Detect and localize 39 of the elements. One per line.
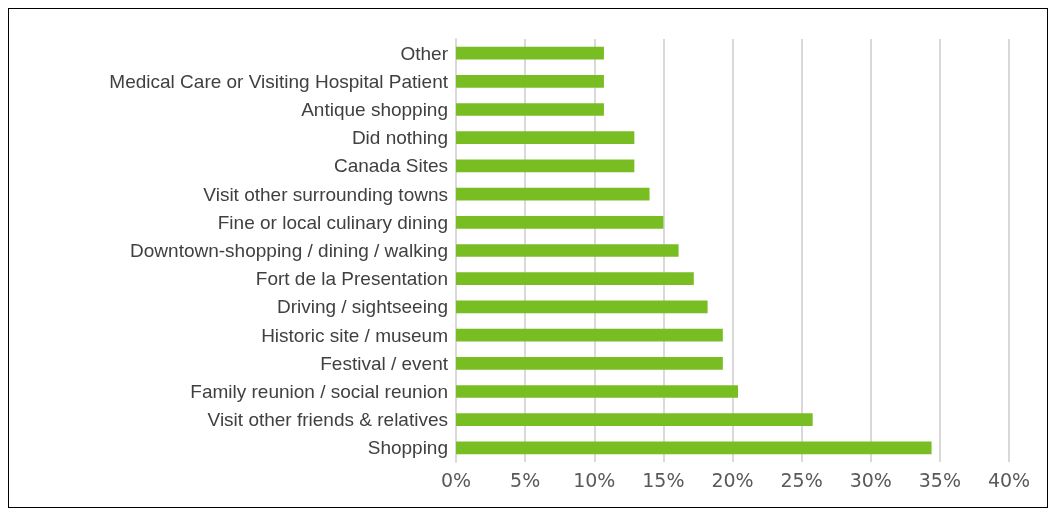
y-tick-label: Fort de la Presentation (255, 268, 448, 290)
bar (456, 131, 635, 145)
y-tick-label: Did nothing (351, 127, 448, 149)
x-tick-label: 10% (573, 468, 616, 491)
bar (456, 46, 604, 60)
x-tick-label: 20% (711, 468, 754, 491)
x-tick-label: 35% (918, 468, 961, 491)
y-tick-label: Festival / event (320, 352, 449, 374)
bar (456, 356, 723, 370)
y-tick-label: Antique shopping (301, 99, 448, 120)
x-tick-label: 25% (780, 468, 823, 491)
bar (456, 187, 650, 201)
bar (456, 328, 723, 342)
y-tick-label: Canada Sites (333, 155, 448, 177)
y-tick-label: Visit other surrounding towns (203, 183, 448, 205)
bar (456, 413, 813, 427)
bar (456, 272, 694, 286)
x-tick-label: 40% (987, 468, 1031, 491)
y-tick-label: Driving / sightseeing (276, 296, 448, 318)
x-tick-label: 15% (642, 468, 685, 491)
y-tick-label: Shopping (367, 437, 448, 459)
bar (456, 385, 739, 398)
bar (456, 244, 679, 257)
bar (456, 74, 604, 88)
y-tick-label: Medical Care or Visiting Hospital Patient (109, 70, 449, 92)
bar (456, 300, 708, 314)
x-tick-label: 0% (440, 468, 472, 491)
y-tick-label: Visit other friends & relatives (207, 409, 448, 431)
x-tick-label: 5% (510, 468, 541, 491)
y-tick-label: Historic site / museum (261, 324, 448, 346)
y-tick-label: Family reunion / social reunion (190, 381, 448, 402)
bar (456, 441, 932, 455)
y-tick-label: Downtown-shopping / dining / walking (130, 240, 448, 261)
bar (456, 159, 635, 173)
bar (456, 103, 604, 116)
y-tick-label: Fine or local culinary dining (217, 211, 448, 233)
x-tick-label: 30% (849, 468, 892, 491)
y-tick-label: Other (400, 42, 449, 64)
bar (456, 215, 664, 229)
